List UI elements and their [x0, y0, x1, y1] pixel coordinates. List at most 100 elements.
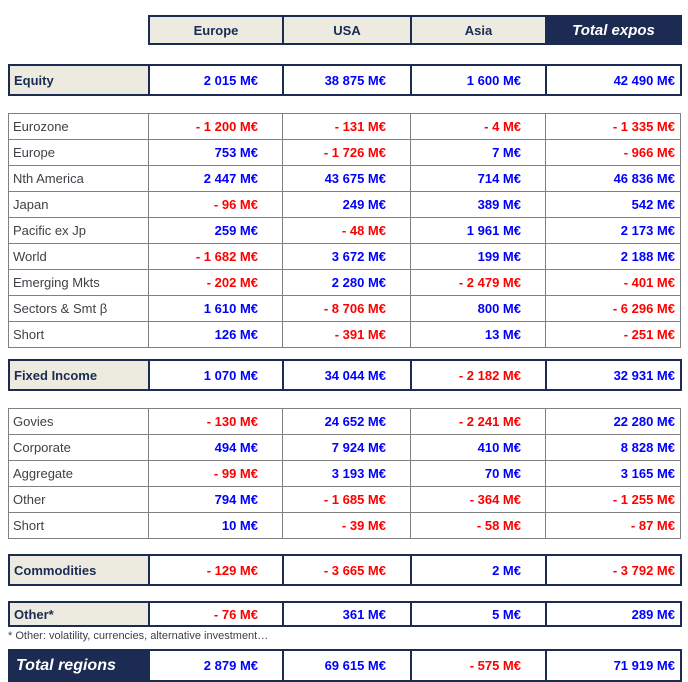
row-label: Eurozone [8, 113, 149, 140]
value-cell: 38 875 M€ [282, 64, 412, 96]
row-label: Short [8, 512, 149, 539]
value-cell: 1 600 M€ [410, 64, 547, 96]
row-label: Emerging Mkts [8, 269, 149, 296]
value-cell: - 575 M€ [410, 649, 547, 682]
value-cell: 2 015 M€ [148, 64, 284, 96]
value-cell: - 1 200 M€ [148, 113, 283, 140]
value-cell: - 96 M€ [148, 191, 283, 218]
value-cell: 7 924 M€ [282, 434, 411, 461]
value-cell: 714 M€ [410, 165, 546, 192]
value-cell: - 3 792 M€ [545, 554, 682, 586]
fixed-income-label: Fixed Income [8, 359, 150, 391]
value-cell: - 401 M€ [545, 269, 681, 296]
value-cell: 259 M€ [148, 217, 283, 244]
table-row: Other* - 76 M€ 361 M€ 5 M€ 289 M€ [8, 601, 682, 627]
value-cell: 249 M€ [282, 191, 411, 218]
row-label: Corporate [8, 434, 149, 461]
value-cell: - 1 335 M€ [545, 113, 681, 140]
value-cell: 126 M€ [148, 321, 283, 348]
value-cell: 13 M€ [410, 321, 546, 348]
row-label: World [8, 243, 149, 270]
table-row: Short 126 M€ - 391 M€ 13 M€ - 251 M€ [8, 321, 681, 348]
value-cell: - 1 682 M€ [148, 243, 283, 270]
value-cell: - 2 241 M€ [410, 408, 546, 435]
equity-detail: Eurozone - 1 200 M€ - 131 M€ - 4 M€ - 1 335 … [8, 113, 681, 348]
value-cell: - 58 M€ [410, 512, 546, 539]
table-row: Other 794 M€ - 1 685 M€ - 364 M€ - 1 255 M€ [8, 486, 681, 513]
column-header-total-expos: Total expos [545, 15, 682, 45]
value-cell: 1 070 M€ [148, 359, 284, 391]
other-footnote: * Other: volatility, currencies, alterna… [8, 630, 269, 642]
value-cell: 1 961 M€ [410, 217, 546, 244]
value-cell: 389 M€ [410, 191, 546, 218]
value-cell: 2 879 M€ [148, 649, 284, 682]
value-cell: 71 919 M€ [545, 649, 682, 682]
value-cell: - 966 M€ [545, 139, 681, 166]
value-cell: - 39 M€ [282, 512, 411, 539]
table-row: Total regions 2 879 M€ 69 615 M€ - 575 M€ 71… [8, 649, 682, 682]
row-label: Europe [8, 139, 149, 166]
value-cell: 46 836 M€ [545, 165, 681, 192]
row-label: Sectors & Smt β [8, 295, 149, 322]
value-cell: 5 M€ [410, 601, 547, 627]
value-cell: - 2 479 M€ [410, 269, 546, 296]
value-cell: 494 M€ [148, 434, 283, 461]
value-cell: - 76 M€ [148, 601, 284, 627]
value-cell: - 1 685 M€ [282, 486, 411, 513]
value-cell: 43 675 M€ [282, 165, 411, 192]
value-cell: 2 M€ [410, 554, 547, 586]
row-label: Aggregate [8, 460, 149, 487]
value-cell: - 4 M€ [410, 113, 546, 140]
row-label: Pacific ex Jp [8, 217, 149, 244]
other-label: Other* [8, 601, 150, 627]
row-label: Govies [8, 408, 149, 435]
value-cell: 69 615 M€ [282, 649, 412, 682]
fixed-income-detail: Govies - 130 M€ 24 652 M€ - 2 241 M€ 22 280 … [8, 408, 681, 539]
value-cell: - 8 706 M€ [282, 295, 411, 322]
value-cell: 2 280 M€ [282, 269, 411, 296]
value-cell: 753 M€ [148, 139, 283, 166]
value-cell: 70 M€ [410, 460, 546, 487]
value-cell: 1 610 M€ [148, 295, 283, 322]
value-cell: - 99 M€ [148, 460, 283, 487]
value-cell: 7 M€ [410, 139, 546, 166]
table-row: World - 1 682 M€ 3 672 M€ 199 M€ 2 188 M€ [8, 243, 681, 270]
table-row: Japan - 96 M€ 249 M€ 389 M€ 542 M€ [8, 191, 681, 218]
fixed-income-row: Fixed Income 1 070 M€ 34 044 M€ - 2 182 M€ 3… [8, 359, 682, 391]
value-cell: 34 044 M€ [282, 359, 412, 391]
value-cell: - 1 255 M€ [545, 486, 681, 513]
value-cell: - 87 M€ [545, 512, 681, 539]
value-cell: 542 M€ [545, 191, 681, 218]
header-row: Europe USA Asia Total expos [148, 15, 682, 45]
value-cell: 8 828 M€ [545, 434, 681, 461]
value-cell: - 131 M€ [282, 113, 411, 140]
value-cell: 3 672 M€ [282, 243, 411, 270]
value-cell: - 48 M€ [282, 217, 411, 244]
value-cell: 199 M€ [410, 243, 546, 270]
table-row: Govies - 130 M€ 24 652 M€ - 2 241 M€ 22 280 … [8, 408, 681, 435]
commodities-label: Commodities [8, 554, 150, 586]
value-cell: - 391 M€ [282, 321, 411, 348]
table-row: Commodities - 129 M€ - 3 665 M€ 2 M€ - 3 792… [8, 554, 682, 586]
row-label: Nth America [8, 165, 149, 192]
table-row: Aggregate - 99 M€ 3 193 M€ 70 M€ 3 165 M€ [8, 460, 681, 487]
total-regions-row: Total regions 2 879 M€ 69 615 M€ - 575 M€ 71… [8, 649, 682, 682]
value-cell: 3 193 M€ [282, 460, 411, 487]
value-cell: - 130 M€ [148, 408, 283, 435]
value-cell: 289 M€ [545, 601, 682, 627]
table-row: Nth America 2 447 M€ 43 675 M€ 714 M€ 46 836… [8, 165, 681, 192]
row-label: Short [8, 321, 149, 348]
value-cell: - 202 M€ [148, 269, 283, 296]
exposure-tables: Europe USA Asia Total expos Equity 2 015 M€ 38… [8, 15, 688, 682]
column-header-europe: Europe [148, 15, 284, 45]
row-label: Other [8, 486, 149, 513]
other-row: Other* - 76 M€ 361 M€ 5 M€ 289 M€ [8, 601, 682, 627]
value-cell: - 3 665 M€ [282, 554, 412, 586]
value-cell: 361 M€ [282, 601, 412, 627]
column-header-row: Europe USA Asia Total expos [148, 15, 682, 45]
value-cell: 2 447 M€ [148, 165, 283, 192]
value-cell: - 6 296 M€ [545, 295, 681, 322]
value-cell: - 2 182 M€ [410, 359, 547, 391]
